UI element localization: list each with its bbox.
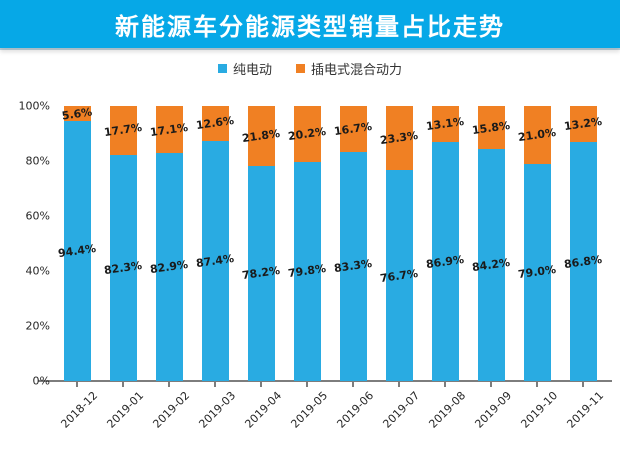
x-axis-tick: [582, 382, 584, 387]
bar-segment-phev: [523, 106, 551, 164]
x-axis-label: 2019-07: [380, 389, 423, 431]
bar-segment-phev: [247, 106, 275, 166]
bar-segment-phev: [63, 106, 91, 122]
bar-segment-phev: [569, 106, 597, 143]
bar-segment-ev: [339, 151, 367, 381]
x-axis-label: 2019-06: [334, 389, 377, 431]
y-axis-tick-label: 100%: [18, 99, 50, 113]
legend-item-ev[interactable]: 纯电动: [217, 59, 272, 78]
y-axis-tick-label: 80%: [25, 154, 50, 168]
x-axis-tick: [168, 382, 170, 387]
legend-label: 纯电动: [232, 62, 272, 78]
x-axis-label: 2019-01: [104, 389, 147, 431]
bar-segment-ev: [63, 121, 91, 381]
x-axis-label: 2019-11: [564, 389, 607, 431]
bar-segment-ev: [431, 142, 459, 381]
bar-segment-phev: [385, 106, 413, 171]
x-axis-tick: [76, 382, 78, 387]
y-axis-tick-label: 0%: [32, 374, 50, 388]
x-axis-label: 2019-09: [472, 389, 515, 431]
y-axis-tick-label: 40%: [25, 264, 50, 278]
x-axis-label: 2019-10: [518, 389, 561, 431]
x-axis-label: 2019-08: [426, 389, 469, 431]
x-axis-label: 2019-05: [288, 389, 331, 431]
x-axis-tick: [122, 382, 124, 387]
y-axis-tick-label: 60%: [25, 209, 50, 223]
x-axis-tick: [260, 382, 262, 387]
x-axis-tick: [398, 382, 400, 387]
x-axis-label: 2019-03: [196, 389, 239, 431]
bar-segment-ev: [201, 140, 229, 381]
x-axis-tick: [536, 382, 538, 387]
chart-legend: 纯电动 插电式混合动力: [0, 58, 620, 78]
x-axis-label: 2019-02: [150, 389, 193, 431]
x-axis-label: 2018-12: [58, 389, 101, 431]
x-axis-label: 2019-04: [242, 389, 285, 431]
bar-segment-ev: [569, 142, 597, 381]
y-axis-tick-label: 20%: [25, 319, 50, 333]
legend-item-phev[interactable]: 插电式混合动力: [296, 59, 402, 78]
bar-segment-ev: [155, 153, 183, 381]
legend-swatch-icon: [296, 63, 305, 73]
bar-segment-ev: [293, 161, 321, 381]
bar-segment-phev: [293, 106, 321, 162]
title-banner: 新能源车分能源类型销量占比走势: [0, 0, 620, 48]
x-axis-tick: [306, 382, 308, 387]
bar-segment-ev: [385, 170, 413, 381]
legend-label: 插电式混合动力: [311, 62, 403, 78]
bar-segment-phev: [201, 106, 229, 141]
x-axis-line: [38, 380, 612, 382]
x-axis-tick: [444, 382, 446, 387]
bar-segment-phev: [155, 106, 183, 154]
page-title: 新能源车分能源类型销量占比走势: [115, 12, 505, 41]
bar-segment-phev: [109, 106, 137, 155]
bar-segment-ev: [109, 154, 137, 381]
legend-swatch-icon: [217, 63, 227, 73]
bar-segment-ev: [477, 149, 505, 381]
bar-segment-phev: [339, 106, 367, 152]
bar-segment-phev: [477, 106, 505, 150]
x-axis-tick: [352, 382, 354, 387]
bar-segment-ev: [523, 163, 551, 381]
x-axis-tick: [490, 382, 492, 387]
bar-segment-phev: [431, 106, 459, 143]
bar-segment-ev: [247, 165, 275, 381]
x-axis-tick: [214, 382, 216, 387]
